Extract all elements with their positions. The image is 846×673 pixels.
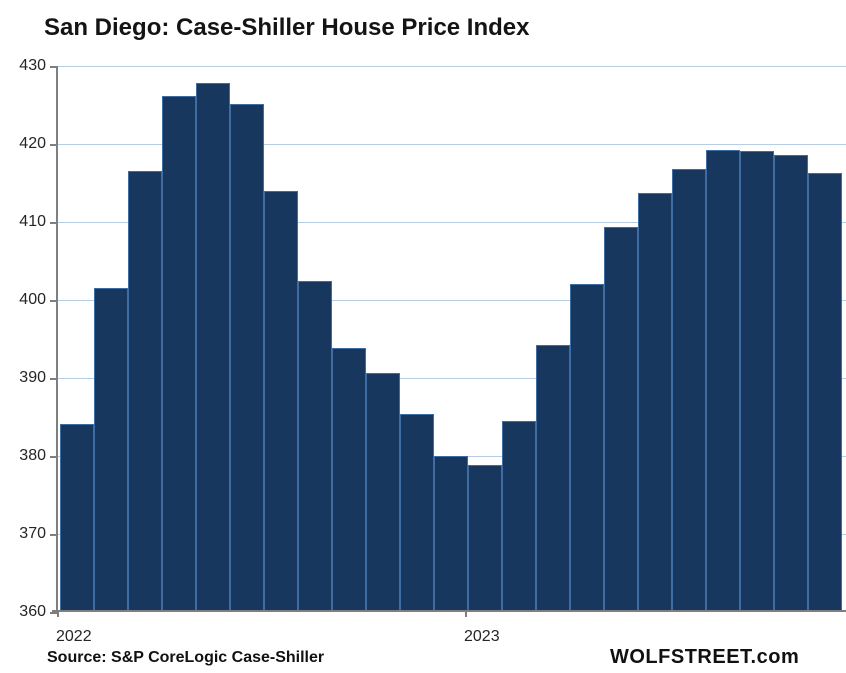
bar-2023-11 [808, 172, 842, 612]
x-axis-label-2023: 2023 [464, 628, 500, 645]
bar-2023-01 [468, 465, 502, 612]
y-tick-380 [50, 456, 57, 458]
y-tick-390 [50, 378, 57, 380]
bar-2022-11 [400, 413, 434, 612]
bar-2022-03 [128, 171, 162, 612]
y-tick-360 [50, 612, 57, 614]
y-tick-430 [50, 66, 57, 68]
y-axis-label-400: 400 [19, 291, 46, 308]
x-tick-2023 [465, 612, 467, 617]
bar-2023-10 [774, 154, 808, 612]
y-axis-line [56, 66, 58, 612]
bar-2023-08 [706, 150, 740, 612]
x-axis-line [52, 610, 846, 612]
bar-2022-05 [196, 83, 230, 612]
y-tick-410 [50, 222, 57, 224]
bar-2022-04 [162, 96, 196, 612]
y-axis-label-380: 380 [19, 447, 46, 464]
bar-2023-09 [740, 151, 774, 612]
bar-2022-06 [230, 104, 264, 612]
bar-2023-03 [536, 345, 570, 612]
bar-2022-10 [366, 372, 400, 612]
x-tick-2022 [57, 612, 59, 617]
y-tick-400 [50, 300, 57, 302]
bar-2022-08 [298, 280, 332, 612]
y-axis-label-410: 410 [19, 213, 46, 230]
y-axis-label-360: 360 [19, 603, 46, 620]
bar-2023-04 [570, 283, 604, 612]
y-axis-label-420: 420 [19, 135, 46, 152]
bar-2023-06 [638, 193, 672, 612]
bar-2022-12 [434, 456, 468, 612]
bar-2022-02 [94, 287, 128, 612]
source-note: Source: S&P CoreLogic Case-Shiller [47, 649, 325, 666]
bar-2022-07 [264, 190, 298, 612]
gridline-420 [58, 144, 846, 145]
y-axis-label-430: 430 [19, 57, 46, 74]
y-axis-label-390: 390 [19, 369, 46, 386]
wolfstreet-branding: WOLFSTREET.com [610, 646, 800, 668]
bar-2023-02 [502, 420, 536, 612]
gridline-410 [58, 222, 846, 223]
y-tick-370 [50, 534, 57, 536]
bar-series [60, 66, 842, 612]
bar-2022-09 [332, 347, 366, 612]
y-axis-label-370: 370 [19, 525, 46, 542]
bar-2023-07 [672, 169, 706, 612]
y-tick-420 [50, 144, 57, 146]
gridline-400 [58, 300, 846, 301]
gridline-430 [58, 66, 846, 67]
bar-2023-05 [604, 226, 638, 612]
x-axis-label-2022: 2022 [56, 628, 92, 645]
bar-2022-01 [60, 424, 94, 612]
chart-title: San Diego: Case-Shiller House Price Inde… [44, 14, 530, 41]
gridline-390 [58, 378, 846, 379]
